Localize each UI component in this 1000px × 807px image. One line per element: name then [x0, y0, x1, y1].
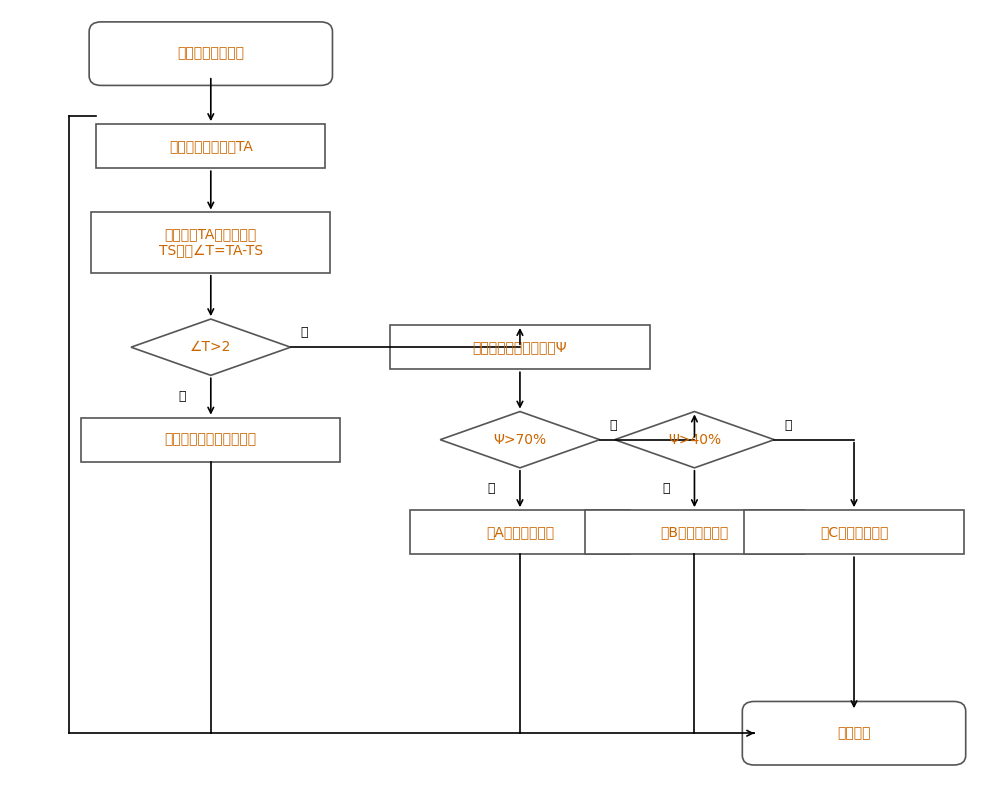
Text: 否: 否	[784, 419, 792, 432]
FancyBboxPatch shape	[390, 325, 650, 370]
FancyBboxPatch shape	[96, 124, 325, 169]
Text: Ψ>70%: Ψ>70%	[493, 433, 547, 447]
Text: 是: 是	[178, 390, 186, 403]
Text: 是: 是	[662, 483, 670, 495]
Text: ∠T>2: ∠T>2	[190, 341, 231, 354]
Text: 按冷房除湿控制模式运行: 按冷房除湿控制模式运行	[165, 433, 257, 447]
Text: 接收除湿模式信号: 接收除湿模式信号	[177, 47, 244, 61]
Text: 采集当前室内相对湿度Ψ: 采集当前室内相对湿度Ψ	[473, 341, 567, 354]
FancyBboxPatch shape	[89, 22, 332, 86]
FancyBboxPatch shape	[585, 510, 804, 554]
Text: 否: 否	[610, 419, 617, 432]
Text: 是: 是	[488, 483, 495, 495]
FancyBboxPatch shape	[742, 701, 966, 765]
Text: 计算室温TA与设定温度
TS差值∠T=TA-TS: 计算室温TA与设定温度 TS差值∠T=TA-TS	[159, 228, 263, 257]
Text: 按A控制区域运行: 按A控制区域运行	[486, 525, 554, 539]
Text: 按B控制区域运行: 按B控制区域运行	[660, 525, 729, 539]
Polygon shape	[440, 412, 600, 468]
Polygon shape	[131, 319, 291, 375]
FancyBboxPatch shape	[81, 417, 340, 462]
Polygon shape	[615, 412, 774, 468]
FancyBboxPatch shape	[410, 510, 630, 554]
Text: 待机状态: 待机状态	[837, 726, 871, 740]
Text: 否: 否	[301, 326, 308, 339]
Text: 采集当前室内温度TA: 采集当前室内温度TA	[169, 139, 253, 153]
FancyBboxPatch shape	[744, 510, 964, 554]
Text: 按C控制区域运行: 按C控制区域运行	[820, 525, 888, 539]
FancyBboxPatch shape	[91, 212, 330, 273]
Text: Ψ>40%: Ψ>40%	[668, 433, 721, 447]
